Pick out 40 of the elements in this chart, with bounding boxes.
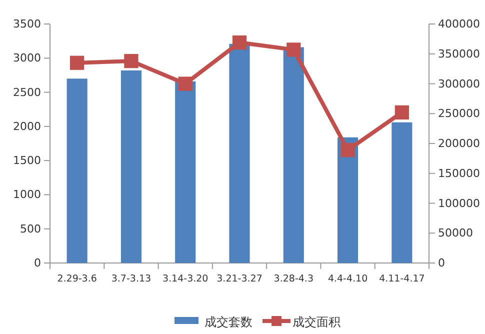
x-tick-label: 2.29-3.6 — [57, 274, 97, 285]
x-tick-label: 3.21-3.27 — [216, 274, 262, 285]
y2-tick-label: 50000 — [438, 226, 473, 240]
y2-tick-label: 0 — [438, 256, 445, 270]
x-tick-label: 4.4-4.10 — [328, 274, 368, 285]
y2-tick-label: 250000 — [438, 107, 480, 120]
point — [286, 42, 301, 57]
x-tick-label: 4.11-4.17 — [379, 274, 425, 285]
y-tick-label: 0 — [34, 256, 41, 270]
point — [232, 35, 247, 50]
y-tick-label: 2500 — [13, 86, 41, 99]
point — [70, 56, 84, 70]
y2-tick-label: 350000 — [438, 47, 480, 60]
bar — [283, 47, 304, 263]
bar — [175, 81, 196, 263]
bar — [229, 44, 250, 263]
y-tick-label: 2000 — [13, 120, 41, 133]
legend-label: 成交面积 — [292, 315, 340, 329]
legend-label: 成交套数 — [204, 315, 252, 329]
y2-tick-label: 200000 — [438, 137, 480, 150]
bar — [120, 70, 142, 263]
y-tick-label: 500 — [20, 222, 41, 236]
bar — [338, 137, 358, 263]
y2-tick-label: 300000 — [438, 77, 480, 90]
y2-tick-label: 400000 — [438, 18, 480, 31]
x-tick-label: 3.14-3.20 — [162, 274, 208, 285]
y-tick-label: 1000 — [13, 188, 41, 202]
bar — [392, 122, 412, 263]
y2-tick-label: 100000 — [438, 196, 480, 210]
y-tick-label: 3000 — [13, 52, 41, 65]
y-tick-label: 3500 — [13, 18, 41, 31]
x-tick-label: 3.7-3.13 — [111, 274, 152, 285]
bar — [66, 78, 88, 263]
point — [178, 76, 192, 91]
x-tick-label: 3.28-4.3 — [274, 274, 314, 285]
y-tick-label: 1500 — [13, 154, 41, 168]
point — [340, 143, 355, 158]
y2-tick-label: 150000 — [438, 166, 480, 180]
point — [394, 105, 409, 120]
point — [124, 54, 138, 68]
